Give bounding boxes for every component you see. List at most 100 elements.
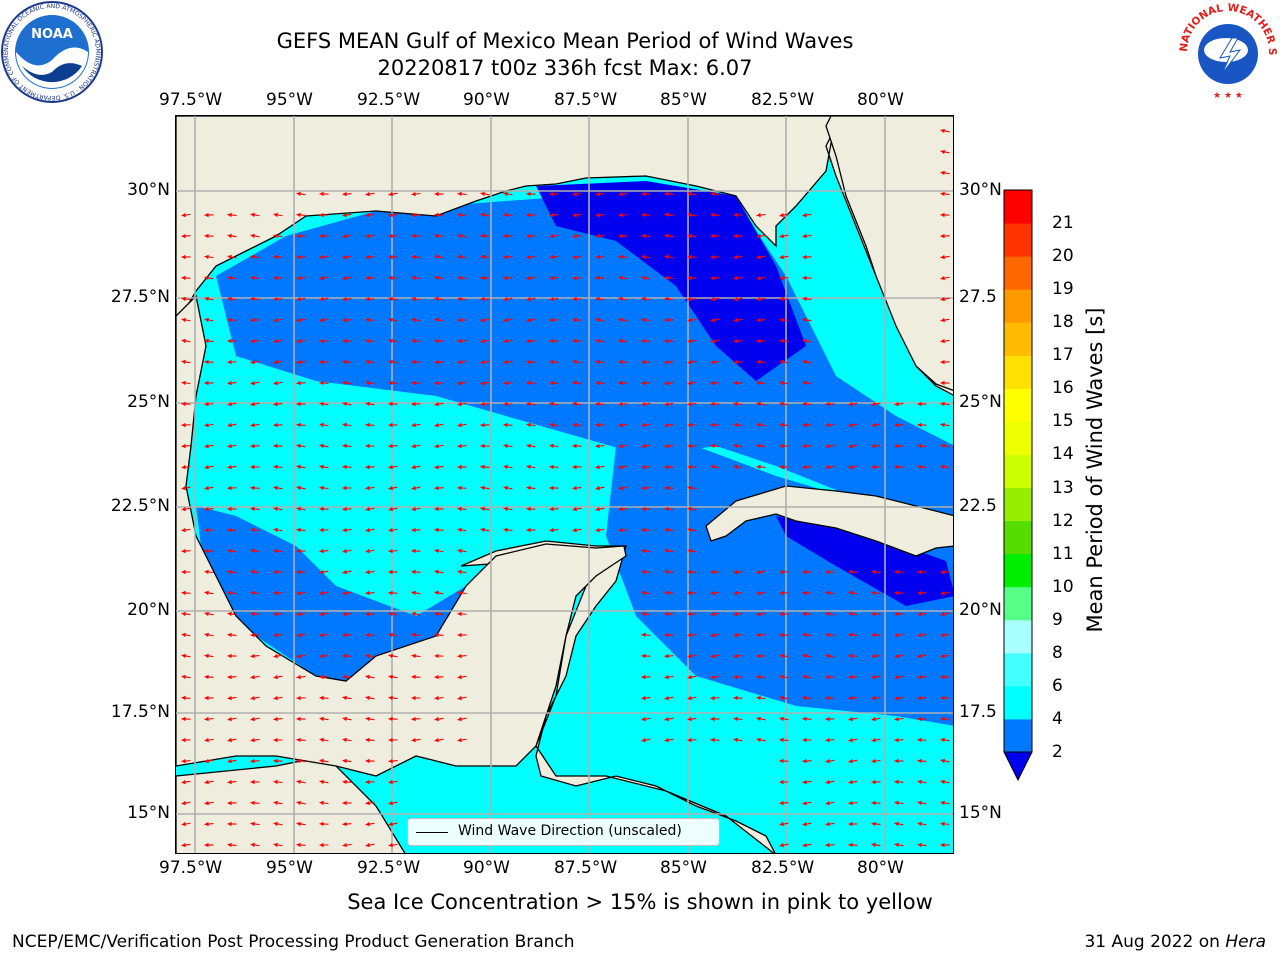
wave-arrow-head <box>457 485 462 491</box>
wave-arrow-head <box>756 569 761 575</box>
wave-arrow-head <box>641 716 646 722</box>
wave-arrow-head <box>250 611 255 617</box>
wave-arrow-head <box>710 275 715 281</box>
wave-arrow-head <box>227 695 232 701</box>
wave-arrow-head <box>779 380 784 386</box>
wave-arrow-head <box>687 569 692 575</box>
wave-arrow-head <box>250 695 255 701</box>
wave-arrow-head <box>779 317 784 323</box>
wave-arrow-head <box>388 548 393 554</box>
wave-arrow-head <box>526 212 531 218</box>
wave-arrow-head <box>733 296 738 302</box>
wave-arrow-head <box>664 569 669 575</box>
wave-arrow-head <box>181 464 186 470</box>
wave-arrow-head <box>204 548 209 554</box>
wave-arrow-head <box>779 443 784 449</box>
wave-arrow-head <box>618 191 623 197</box>
wave-arrow-head <box>871 632 876 638</box>
wave-arrow-head <box>388 233 393 239</box>
wave-arrow-head <box>411 296 416 302</box>
wave-arrow-head <box>365 443 370 449</box>
wave-arrow-head <box>503 464 508 470</box>
wave-arrow-head <box>273 464 278 470</box>
wave-arrow-head <box>273 212 278 218</box>
wave-arrow-head <box>250 527 255 533</box>
wave-arrow-head <box>227 317 232 323</box>
wave-arrow-head <box>457 233 462 239</box>
wave-arrow-head <box>273 422 278 428</box>
wave-arrow-head <box>894 800 899 806</box>
wave-arrow-head <box>871 653 876 659</box>
wave-arrow-head <box>204 758 209 764</box>
wave-arrow-head <box>250 506 255 512</box>
wave-arrow-head <box>710 590 715 596</box>
wave-arrow-head <box>940 590 945 596</box>
wave-arrow-head <box>572 380 577 386</box>
wave-arrow-head <box>434 296 439 302</box>
wave-arrow-head <box>388 380 393 386</box>
wave-arrow-head <box>687 653 692 659</box>
wave-arrow-head <box>342 758 347 764</box>
wave-arrow-head <box>457 716 462 722</box>
wave-arrow-head <box>181 569 186 575</box>
wave-arrow-head <box>572 254 577 260</box>
wave-arrow-head <box>549 296 554 302</box>
wave-arrow-head <box>871 842 876 848</box>
wave-arrow-head <box>802 296 807 302</box>
wave-arrow-head <box>871 695 876 701</box>
colorbar-cell <box>1004 190 1032 224</box>
wave-arrow-head <box>802 737 807 743</box>
wave-arrow-head <box>618 338 623 344</box>
wave-arrow-head <box>388 527 393 533</box>
colorbar-cell <box>1004 388 1032 422</box>
lon-tick: 92.5°W <box>357 858 421 878</box>
wave-arrow-head <box>940 380 945 386</box>
wave-arrow-head <box>526 254 531 260</box>
wave-arrow-head <box>733 569 738 575</box>
wave-arrow-head <box>572 275 577 281</box>
wave-arrow-head <box>250 464 255 470</box>
wave-arrow-head <box>457 317 462 323</box>
wave-arrow-head <box>296 317 301 323</box>
wave-arrow-head <box>825 716 830 722</box>
wave-arrow-head <box>549 359 554 365</box>
wave-arrow-head <box>664 443 669 449</box>
colorbar-tick: 19 <box>1052 279 1074 300</box>
wave-arrow-head <box>595 275 600 281</box>
lat-tick: 30°N <box>959 180 1002 200</box>
colorbar-cell <box>1004 685 1032 720</box>
wave-arrow-head <box>940 296 945 302</box>
wave-arrow-head <box>595 254 600 260</box>
wave-arrow-head <box>848 569 853 575</box>
wave-arrow-head <box>917 842 922 848</box>
wave-arrow-head <box>342 338 347 344</box>
wave-arrow-head <box>664 506 669 512</box>
wave-arrow-head <box>296 338 301 344</box>
wave-arrow-head <box>664 527 669 533</box>
wave-arrow-head <box>664 317 669 323</box>
wave-arrow-head <box>227 611 232 617</box>
wave-arrow-head <box>779 674 784 680</box>
wave-arrow-head <box>618 254 623 260</box>
wave-arrow-head <box>825 674 830 680</box>
wave-arrow-head <box>319 590 324 596</box>
wave-arrow-head <box>526 191 531 197</box>
wave-arrow-head <box>595 191 600 197</box>
map-frame <box>175 115 954 854</box>
wave-arrow-head <box>940 653 945 659</box>
wave-arrow-head <box>204 359 209 365</box>
wave-arrow-head <box>710 191 715 197</box>
wave-arrow-head <box>756 611 761 617</box>
wave-arrow-head <box>618 296 623 302</box>
wave-arrow-head <box>871 674 876 680</box>
wave-arrow-head <box>273 674 278 680</box>
nws-logo: NATIONAL WEATHER SERVICE ★ ★ ★ <box>1176 0 1278 102</box>
sea-ice-caption: Sea Ice Concentration > 15% is shown in … <box>347 890 933 914</box>
wave-arrow-head <box>802 611 807 617</box>
wave-arrow-head <box>388 569 393 575</box>
colorbar-cell <box>1004 718 1032 753</box>
wave-arrow-head <box>825 569 830 575</box>
wave-arrow-head <box>503 527 508 533</box>
lon-tick: 85°W <box>660 858 707 878</box>
wave-arrow-head <box>181 296 186 302</box>
